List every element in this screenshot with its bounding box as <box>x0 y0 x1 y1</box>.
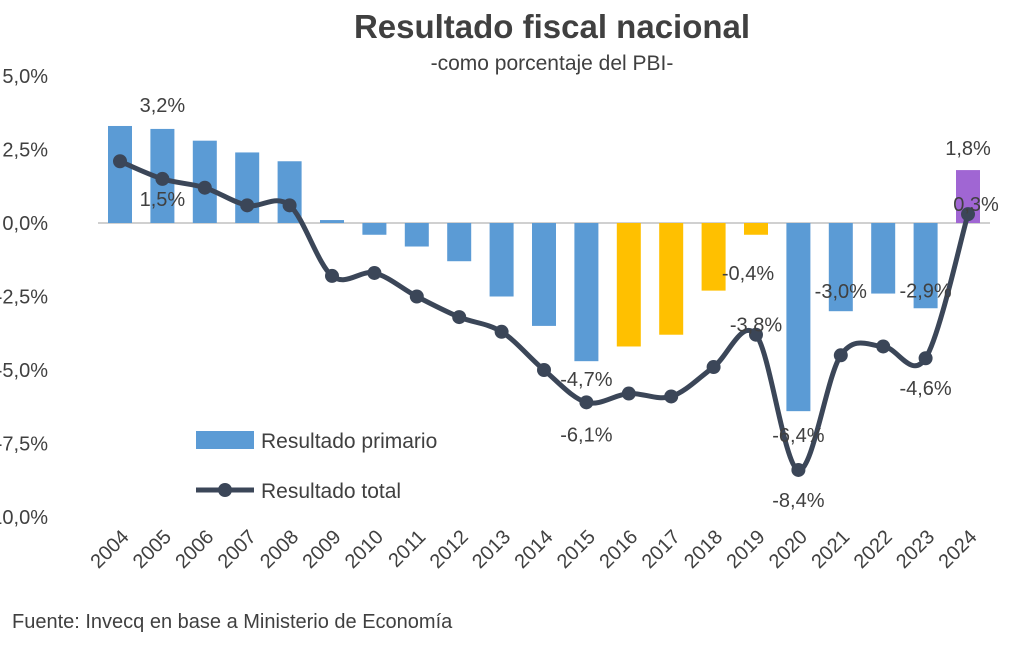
x-tick-label: 2014 <box>511 526 558 573</box>
x-tick-label: 2006 <box>171 526 218 573</box>
x-tick-label: 2020 <box>765 526 812 573</box>
point-2007 <box>240 198 255 213</box>
y-tick-label: 5,0% <box>2 66 48 88</box>
legend-marker-total <box>218 483 232 497</box>
data-label: -8,4% <box>772 490 824 512</box>
legend-label-total: Resultado total <box>261 480 401 503</box>
point-2016 <box>621 386 636 401</box>
point-2010 <box>367 265 382 280</box>
x-tick-label: 2024 <box>935 526 982 573</box>
y-tick-label: -5,0% <box>0 360 48 382</box>
bar-2011 <box>404 223 429 247</box>
x-tick-label: 2009 <box>299 526 346 573</box>
bar-2015 <box>574 223 599 362</box>
point-2006 <box>197 180 212 195</box>
point-2014 <box>537 363 551 377</box>
bar-2020 <box>786 223 811 412</box>
data-label: -4,7% <box>560 369 612 391</box>
x-tick-label: 2015 <box>553 526 600 573</box>
x-tick-label: 2019 <box>723 526 770 573</box>
bar-2022 <box>871 223 896 294</box>
data-label: -0,4% <box>722 263 774 285</box>
legend-swatch-primario <box>196 431 254 449</box>
bar-2014 <box>532 223 556 326</box>
bar-2009 <box>320 220 344 223</box>
x-tick-label: 2004 <box>87 526 134 573</box>
x-tick-label: 2018 <box>680 526 727 573</box>
x-tick-label: 2005 <box>129 526 176 573</box>
point-2023 <box>918 351 933 366</box>
bar-2007 <box>235 152 260 223</box>
point-2019 <box>749 327 763 342</box>
legend: Resultado primario Resultado total <box>196 430 437 503</box>
bar-2016 <box>616 223 641 347</box>
y-tick-label: -10,0% <box>0 507 48 529</box>
x-tick-label: 2012 <box>426 526 473 573</box>
point-2005 <box>155 171 170 186</box>
x-tick-label: 2010 <box>341 526 388 573</box>
bar-2004 <box>108 125 132 223</box>
bar-2010 <box>362 223 387 235</box>
data-label: -4,6% <box>899 378 951 400</box>
data-label: -3,8% <box>730 315 782 337</box>
point-2004 <box>113 154 127 169</box>
data-label: 0,3% <box>953 194 999 216</box>
data-label: -3,0% <box>815 281 867 303</box>
bar-2018 <box>701 223 726 291</box>
data-label: -6,1% <box>560 424 612 446</box>
point-2008 <box>282 198 297 213</box>
y-tick-label: 2,5% <box>2 140 48 162</box>
point-2011 <box>409 289 424 304</box>
y-tick-label: -7,5% <box>0 434 48 456</box>
x-tick-label: 2011 <box>384 526 430 572</box>
point-2021 <box>833 348 848 363</box>
point-2022 <box>876 339 891 354</box>
point-2024 <box>961 207 975 222</box>
legend-label-primario: Resultado primario <box>261 430 437 453</box>
x-tick-label: 2022 <box>850 526 897 573</box>
data-label: 1,5% <box>140 189 186 211</box>
bar-2019 <box>744 223 768 235</box>
bar-2013 <box>489 223 514 297</box>
data-label: -6,4% <box>772 425 824 447</box>
point-2015 <box>579 395 594 410</box>
bar-2021 <box>828 223 853 312</box>
x-tick-label: 2008 <box>256 526 303 573</box>
x-tick-label: 2017 <box>638 526 685 573</box>
bar-2012 <box>447 223 472 262</box>
x-tick-label: 2023 <box>892 526 939 573</box>
x-tick-label: 2021 <box>807 526 854 573</box>
data-label: 3,2% <box>140 95 186 117</box>
x-tick-label: 2007 <box>214 526 261 573</box>
point-2012 <box>452 310 467 325</box>
chart-title: Resultado fiscal nacional <box>354 8 750 45</box>
bar-2023 <box>913 223 938 309</box>
point-2017 <box>664 389 679 404</box>
point-2013 <box>494 324 509 339</box>
point-2018 <box>706 360 721 375</box>
bar-2017 <box>659 223 684 335</box>
y-tick-label: 0,0% <box>2 213 48 235</box>
y-tick-label: -2,5% <box>0 287 48 309</box>
x-tick-label: 2016 <box>595 526 642 573</box>
x-tick-label: 2013 <box>468 526 515 573</box>
chart-subtitle: -como porcentaje del PBI- <box>431 52 674 75</box>
data-label: -2,9% <box>899 280 951 302</box>
point-2020 <box>791 462 806 477</box>
data-label: 1,8% <box>945 138 991 160</box>
point-2009 <box>325 268 339 283</box>
source-note: Fuente: Invecq en base a Ministerio de E… <box>12 611 453 633</box>
